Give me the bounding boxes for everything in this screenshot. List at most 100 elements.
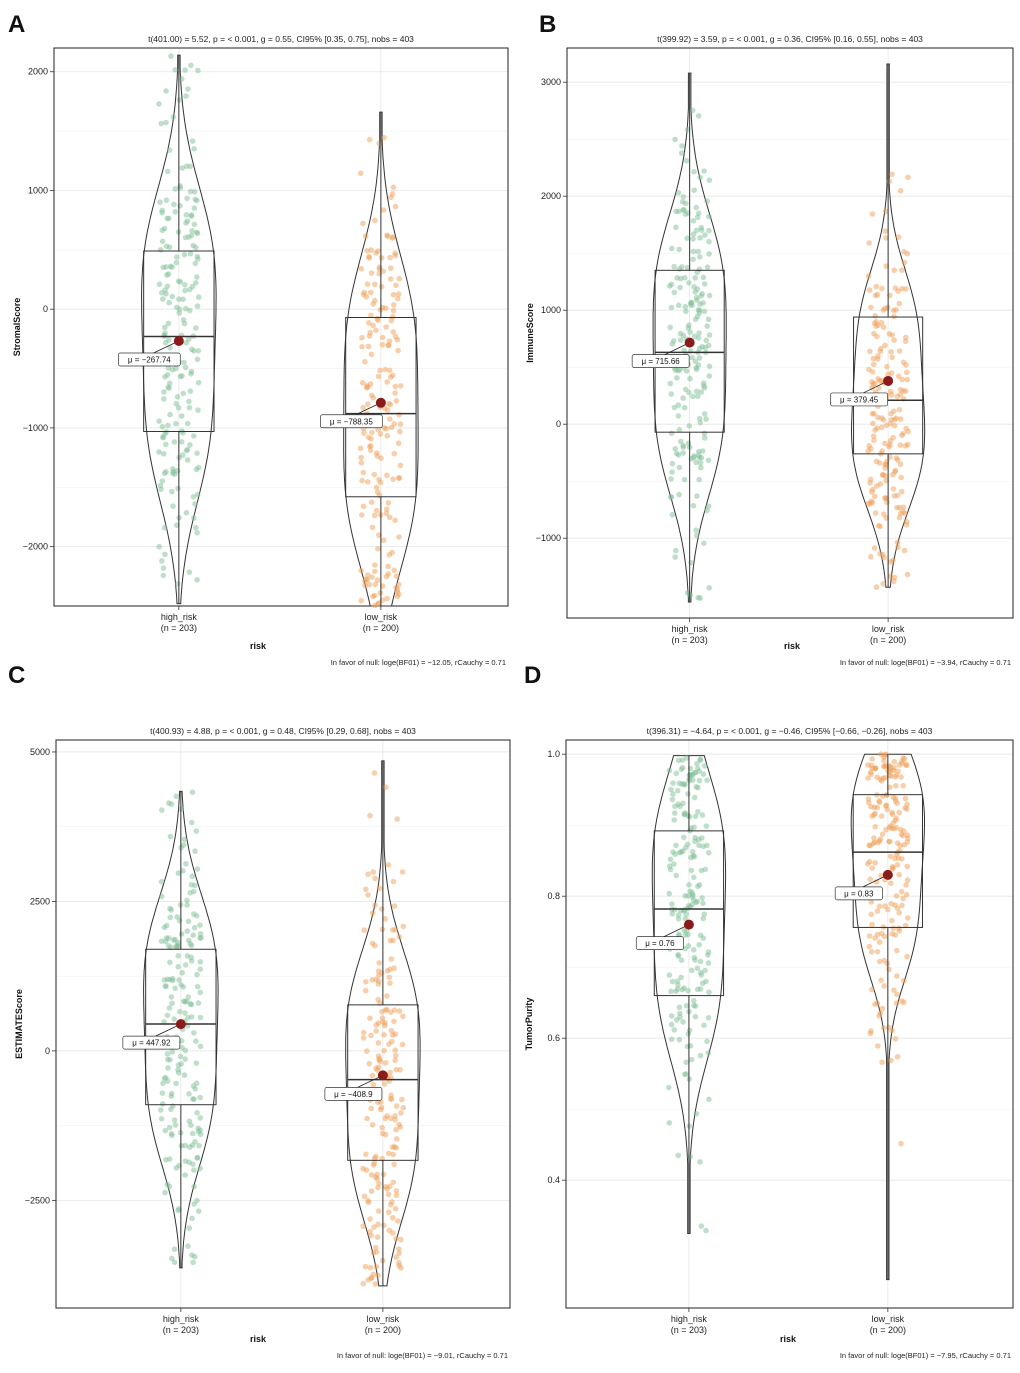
mean-point [882,869,893,880]
stats-title: t(399.92) = 3.59, p = < 0.001, g = 0.36,… [657,34,923,44]
data-point [879,285,885,292]
data-point [362,359,368,365]
violin-outline [651,755,727,1234]
data-point [379,341,386,348]
data-point [388,265,394,271]
data-point [666,1084,672,1091]
data-point [905,174,911,181]
data-point [393,282,399,289]
data-point [897,386,904,393]
data-point [365,343,372,350]
data-point [904,953,910,960]
data-point [166,385,172,392]
data-point [367,329,374,336]
data-point [676,426,683,433]
data-point [872,824,878,830]
data-point [892,798,899,804]
data-point [705,503,712,510]
data-point [163,197,170,203]
data-point [367,1216,373,1222]
data-point [668,786,674,793]
data-point [696,842,702,849]
data-point [695,883,701,890]
data-point [893,783,899,789]
data-point [701,911,708,917]
data-point [366,581,373,588]
x-axis-label: risk [780,1334,797,1344]
data-point [390,1179,397,1186]
data-point [364,281,371,288]
data-points [666,755,712,1234]
data-point [193,828,200,834]
data-point [194,491,201,498]
data-point [696,330,702,336]
x-tick-label: low_risk [872,1314,905,1324]
data-point [700,935,707,941]
data-point [382,1060,389,1066]
data-point [887,784,893,791]
mean-label: μ = 0.83 [844,889,874,898]
data-point [904,832,911,838]
data-point [874,425,880,431]
data-point [381,134,387,141]
y-tick-label: −2000 [23,542,48,552]
data-point [163,119,169,126]
data-point [382,1020,388,1026]
data-point [156,101,162,107]
data-point [187,388,194,395]
data-point [181,1072,188,1078]
data-point [883,235,889,241]
data-point [370,1081,377,1088]
data-point [697,235,703,241]
data-point [696,768,703,774]
data-point [878,345,884,352]
data-point [173,420,179,427]
data-point [690,231,697,237]
data-point [383,784,389,790]
data-point [375,317,381,323]
x-tick-count: (n = 200) [363,623,399,633]
data-point [193,1080,200,1086]
data-point [380,207,387,213]
data-point [667,856,674,863]
data-point [706,989,712,995]
data-point [675,757,682,764]
data-point [666,863,673,869]
data-point [373,327,379,334]
data-point [161,470,168,477]
data-point [195,1000,202,1006]
data-point [191,515,197,521]
data-point [360,503,367,510]
data-point [676,464,683,471]
data-point [705,949,712,955]
data-point [364,384,371,390]
data-point [878,977,884,983]
x-tick-label: high_risk [671,1314,708,1324]
data-point [191,1201,197,1207]
data-point [179,165,186,171]
data-point [374,577,381,583]
data-point [375,1020,382,1026]
data-point [164,1012,171,1019]
data-point [890,486,897,492]
data-point [175,870,182,876]
data-point [179,76,185,82]
data-point [388,424,395,431]
data-point [192,501,198,507]
data-point [195,294,202,300]
data-point [360,220,366,227]
data-point [189,1215,195,1222]
data-point [389,234,396,240]
y-tick-label: 0 [45,1046,50,1056]
data-point [363,886,369,893]
data-point [364,576,370,583]
data-point [366,1060,373,1067]
data-point [396,1008,403,1014]
data-point [684,126,691,133]
data-point [689,354,695,361]
data-point [195,256,201,262]
data-point [193,1038,199,1044]
data-point [706,363,713,370]
y-tick-label: 2500 [30,896,50,906]
data-point [392,1116,398,1123]
